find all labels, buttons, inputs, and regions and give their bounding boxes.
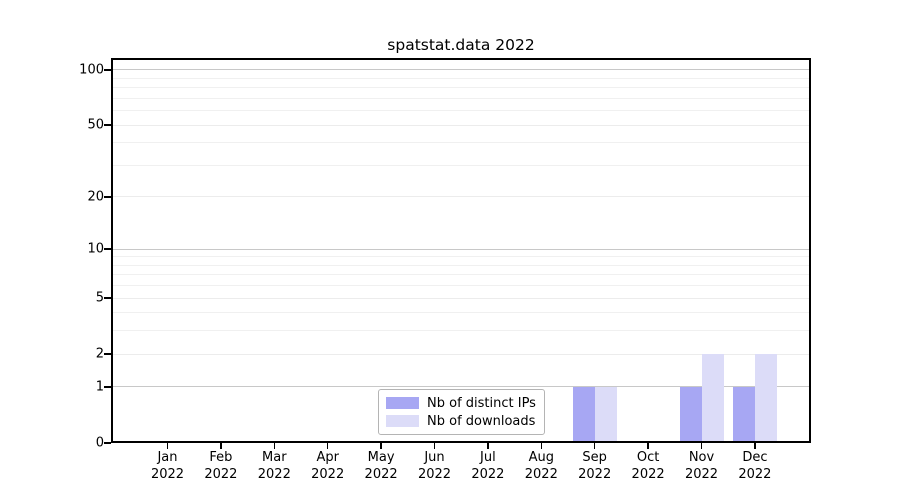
x-tick-label: Mar 2022 — [234, 449, 314, 483]
x-tick-mark — [487, 443, 489, 449]
x-tick-label-line: Jan — [157, 450, 178, 465]
x-tick-label: Jul 2022 — [448, 449, 528, 483]
x-tick-mark — [273, 443, 276, 449]
legend-item: Nb of distinct IPs — [386, 394, 537, 412]
y-tick-label: 100 — [79, 62, 104, 78]
y-gridline-minor — [113, 312, 809, 314]
y-tick-label: 0 — [95, 435, 104, 451]
y-tick-label: 1 — [95, 379, 104, 395]
x-tick-label-line: Jul — [480, 450, 496, 465]
x-tick-label-line: Oct — [636, 450, 660, 465]
y-gridline-minor — [113, 142, 809, 144]
y-gridline-minor — [113, 97, 809, 99]
x-tick-label-line: May — [367, 450, 395, 465]
x-tick-label-line: Sep — [582, 450, 607, 465]
x-tick-label-line: Jun — [424, 450, 445, 465]
y-tick-mark — [104, 442, 111, 444]
x-tick-label-line: 2022 — [578, 467, 612, 482]
x-tick-mark — [593, 443, 596, 449]
x-tick-label: May 2022 — [341, 449, 421, 483]
y-gridline — [113, 69, 809, 71]
x-tick-mark — [754, 443, 756, 449]
bar-distinct-ips — [679, 386, 702, 441]
chart-title: spatstat.data 2022 — [387, 36, 535, 54]
y-gridline — [113, 248, 809, 250]
bar-downloads — [701, 354, 724, 441]
y-tick-mark — [104, 248, 111, 250]
y-tick-label: 10 — [87, 241, 104, 257]
y-gridline — [113, 386, 809, 388]
y-gridline-minor — [113, 77, 809, 79]
bar-distinct-ips — [572, 386, 595, 441]
y-tick-mark — [104, 196, 111, 198]
x-tick-label-line: Dec — [742, 450, 768, 465]
y-tick-mark — [104, 68, 111, 71]
x-tick-label-line: Mar — [262, 450, 287, 465]
x-tick-mark — [540, 443, 543, 449]
x-tick-label-line: 2022 — [684, 467, 719, 482]
legend-label: Nb of downloads — [427, 413, 536, 429]
y-tick-label: 20 — [87, 189, 104, 205]
x-tick-label: Jun 2022 — [395, 449, 475, 483]
x-tick-label-line: 2022 — [150, 467, 185, 482]
x-tick-mark — [380, 443, 382, 449]
legend-label: Nb of distinct IPs — [427, 395, 536, 411]
y-gridline-minor — [113, 264, 809, 266]
x-tick-label: Nov 2022 — [662, 449, 742, 483]
bar-distinct-ips — [732, 386, 755, 441]
x-tick-label-line: 2022 — [364, 467, 398, 482]
legend: Nb of distinct IPs Nb of downloads — [378, 389, 545, 435]
x-tick-label: Sep 2022 — [555, 449, 635, 483]
y-gridline-minor — [113, 164, 809, 166]
x-tick-label-line: 2022 — [417, 467, 452, 482]
y-gridline-minor — [113, 274, 809, 276]
x-tick-mark — [166, 443, 169, 449]
x-tick-label: Dec 2022 — [715, 449, 795, 483]
bar-downloads — [594, 386, 617, 441]
x-tick-label-line: 2022 — [471, 467, 505, 482]
x-tick-label-line: 2022 — [311, 467, 345, 482]
y-gridline-minor — [113, 87, 809, 89]
y-gridline-minor — [113, 110, 809, 112]
x-tick-label: Aug 2022 — [501, 449, 581, 483]
y-gridline — [113, 196, 809, 198]
x-tick-mark — [433, 443, 436, 449]
y-gridline-minor — [113, 256, 809, 258]
bar-downloads — [754, 354, 777, 441]
y-tick-label: 5 — [95, 290, 104, 306]
x-tick-label-line: 2022 — [257, 467, 291, 482]
x-tick-label-line: Aug — [528, 450, 554, 465]
x-tick-label-line: 2022 — [204, 467, 238, 482]
y-tick-mark — [104, 124, 111, 126]
y-gridline — [113, 124, 809, 126]
y-gridline-minor — [113, 330, 809, 332]
x-tick-label-line: Apr — [316, 450, 339, 465]
y-tick-mark — [104, 386, 111, 388]
x-tick-mark — [700, 443, 703, 449]
x-tick-mark — [647, 443, 649, 449]
legend-swatch-distinct-ips — [386, 397, 419, 409]
y-tick-label: 50 — [87, 117, 104, 133]
x-tick-label-line: 2022 — [524, 467, 558, 482]
x-tick-label: Apr 2022 — [288, 449, 368, 483]
y-gridline-minor — [113, 285, 809, 287]
x-tick-label: Oct 2022 — [608, 449, 688, 483]
x-tick-mark — [220, 443, 222, 449]
y-gridline — [113, 297, 809, 299]
y-tick-mark — [104, 297, 111, 299]
x-tick-label-line: Feb — [209, 450, 233, 465]
x-tick-label: Feb 2022 — [181, 449, 261, 483]
x-tick-mark — [326, 443, 329, 449]
x-tick-label-line: Nov — [688, 450, 715, 465]
x-tick-label-line: 2022 — [738, 467, 772, 482]
y-tick-label: 2 — [95, 346, 104, 362]
y-gridline — [113, 353, 809, 355]
x-tick-label-line: 2022 — [631, 467, 665, 482]
legend-item: Nb of downloads — [386, 412, 537, 430]
x-tick-label: Jan 2022 — [128, 449, 208, 483]
legend-swatch-downloads — [386, 415, 419, 427]
y-tick-mark — [104, 353, 111, 355]
